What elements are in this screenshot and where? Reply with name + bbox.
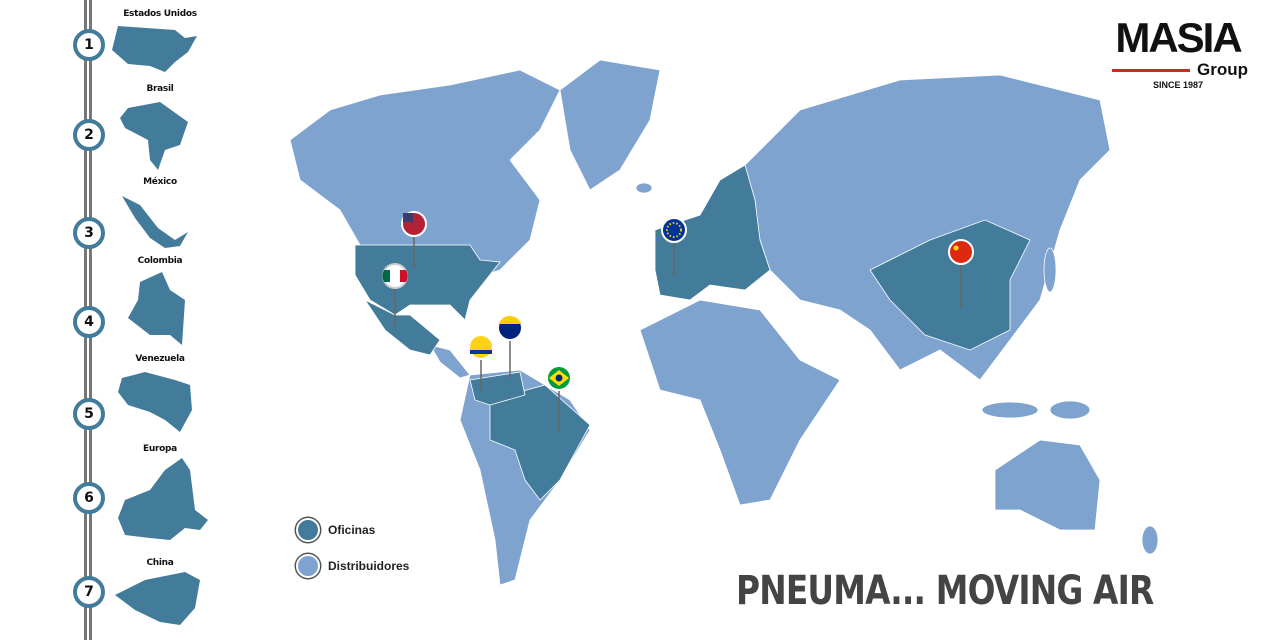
country-label: México xyxy=(143,177,177,187)
china xyxy=(869,219,1031,351)
colombia-venezuela xyxy=(469,371,526,406)
legend-offices: Oficinas xyxy=(296,518,375,542)
legend-distributors: Distribuidores xyxy=(296,554,409,578)
africa xyxy=(639,299,841,506)
legend-label: Distribuidores xyxy=(328,559,410,573)
china-silhouette xyxy=(115,572,200,625)
greenland xyxy=(559,59,661,191)
central-america xyxy=(429,344,471,379)
mexico-silhouette xyxy=(122,196,188,248)
mexico xyxy=(363,298,441,356)
australia xyxy=(994,439,1101,531)
step-badge: 2 xyxy=(73,119,105,151)
logo-since: SINCE 1987 xyxy=(1152,80,1204,90)
step-badge: 3 xyxy=(73,217,105,249)
europe xyxy=(654,164,771,301)
colombia-silhouette xyxy=(128,272,185,345)
distributor-regions xyxy=(289,59,1159,586)
sidebar-silhouettes xyxy=(112,26,208,625)
logo-name: MASIA xyxy=(1115,14,1242,61)
step-badge: 6 xyxy=(73,482,105,514)
north-america xyxy=(289,69,561,281)
step-badge: 4 xyxy=(73,306,105,338)
country-label: Estados Unidos xyxy=(123,9,197,19)
brazil-silhouette xyxy=(120,102,188,170)
country-label: China xyxy=(146,558,174,568)
legend-swatch xyxy=(296,554,320,578)
logo-sub: Group xyxy=(1108,60,1248,79)
legend-swatch xyxy=(296,518,320,542)
country-label: Venezuela xyxy=(135,354,185,364)
legend-label: Oficinas xyxy=(328,523,376,537)
brazil xyxy=(489,384,591,501)
step-badge: 7 xyxy=(73,576,105,608)
step-badge: 5 xyxy=(73,398,105,430)
slogan: PNEUMA... MOVING AIR xyxy=(736,568,1154,614)
masia-group-logo: MASIA Group SINCE 1987 xyxy=(1108,16,1248,91)
europe-silhouette xyxy=(118,458,208,540)
china-flag-icon xyxy=(948,239,974,265)
country-label: Europa xyxy=(143,444,177,454)
country-label: Colombia xyxy=(137,256,183,266)
venezuela-silhouette xyxy=(118,372,192,432)
eu-flag-icon xyxy=(661,217,687,243)
asia xyxy=(744,74,1111,381)
usa-silhouette xyxy=(112,26,197,72)
colombia-flag-icon xyxy=(468,334,494,360)
step-badge: 1 xyxy=(73,29,105,61)
country-label: Brasil xyxy=(146,84,174,94)
pins xyxy=(394,236,962,432)
flag-markers xyxy=(382,211,974,391)
office-regions xyxy=(354,164,1031,501)
